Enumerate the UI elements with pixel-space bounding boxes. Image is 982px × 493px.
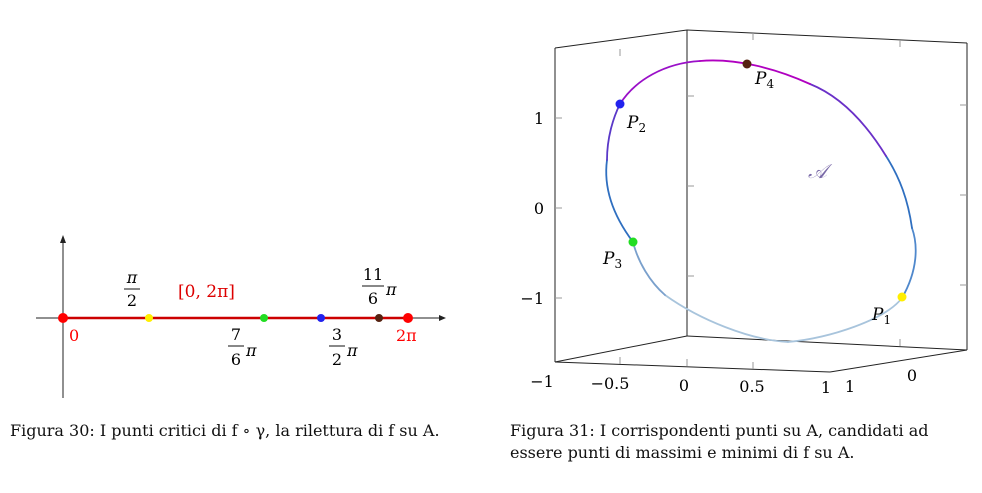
x-tick-neg1: −1 (530, 372, 554, 391)
label-three-halves-numerator: 3 (332, 325, 342, 344)
curve-segment-upper-right (809, 83, 887, 157)
curve-segment-bottom (664, 294, 789, 343)
x-tick-labels: −1 −0.5 0 0.5 1 (530, 372, 831, 397)
curve-segment-low-left (632, 241, 666, 296)
y-tick-0: 0 (907, 366, 917, 385)
point-p2-sub: 2 (638, 121, 646, 135)
point-p4-label: P4 (754, 69, 774, 91)
figure-31-caption: Figura 31: I corrispondenti punti su A, … (510, 421, 929, 462)
start-label: 0 (69, 326, 79, 345)
label-eleven-sixths: 11 6 π (362, 265, 397, 308)
tick-marks (555, 33, 967, 369)
y-tick-1: 1 (845, 377, 855, 396)
figure-31: P1 P2 P3 P4 𝒜 1 0 −1 −1 −0.5 0 0.5 1 1 0… (490, 0, 982, 493)
vertical-axis-arrow (60, 235, 66, 243)
surface-label: 𝒜 (808, 159, 833, 183)
label-seven-sixths-denominator: 6 (231, 350, 241, 369)
point-p1-label: P1 (871, 305, 891, 327)
point-p2-name: P (626, 113, 639, 133)
curve-segment-low-right (901, 227, 917, 299)
interval-label: [0, 2π] (178, 282, 235, 302)
end-label: 2π (396, 326, 417, 345)
z-tick-1: 1 (534, 109, 544, 128)
y-tick-labels: 1 0 (845, 366, 917, 396)
point-p3 (628, 237, 638, 247)
figure-30: 0 2π [0, 2π] π 2 7 6 π 3 2 π 11 6 π (0, 0, 490, 493)
curve-segment-mid-left (605, 159, 634, 243)
horizontal-axis-arrow (439, 315, 446, 321)
curve-segment-bottom-right (787, 297, 903, 343)
curve-segment-upper-left (606, 103, 621, 161)
label-pi-half: π 2 (124, 268, 140, 310)
z-tick-0: 0 (534, 199, 544, 218)
point-p2 (615, 99, 625, 109)
label-seven-sixths: 7 6 π (228, 325, 257, 369)
critical-points-line-diagram: 0 2π [0, 2π] π 2 7 6 π 3 2 π 11 6 π (36, 235, 446, 398)
point-p4-name: P (754, 69, 767, 89)
label-eleven-sixths-numerator: 11 (363, 265, 383, 284)
point-p4 (742, 59, 752, 69)
label-three-halves-denominator: 2 (332, 350, 342, 369)
critical-point-three-halves-pi (317, 314, 325, 322)
curve-segment-top-left (619, 60, 701, 105)
label-pi-half-numerator: π (126, 268, 138, 287)
critical-point-eleven-sixths-pi (375, 314, 383, 322)
curve-segment-top-right (699, 59, 811, 85)
point-p1-sub: 1 (883, 313, 891, 327)
box-frame (554, 29, 968, 373)
point-p3-sub: 3 (614, 257, 622, 271)
curve-segment-mid-right (885, 155, 913, 229)
point-labels: P1 P2 P3 P4 (602, 69, 891, 327)
label-eleven-sixths-pi: π (385, 280, 397, 299)
point-p3-label: P3 (602, 249, 622, 271)
critical-point-seven-sixths-pi (260, 314, 268, 322)
x-tick-1: 1 (821, 378, 831, 397)
x-tick-neg0-5: −0.5 (591, 374, 630, 393)
point-p1 (897, 292, 907, 302)
x-tick-0: 0 (679, 376, 689, 395)
point-p3-name: P (602, 249, 615, 269)
label-eleven-sixths-denominator: 6 (368, 289, 378, 308)
end-point (403, 313, 413, 323)
label-three-halves: 3 2 π (329, 325, 358, 369)
point-p2-label: P2 (626, 113, 646, 135)
label-seven-sixths-pi: π (245, 341, 257, 360)
critical-point-pi-half (145, 314, 153, 322)
label-seven-sixths-numerator: 7 (231, 325, 241, 344)
point-p4-sub: 4 (766, 77, 774, 91)
point-p1-name: P (871, 305, 884, 325)
x-tick-0-5: 0.5 (739, 377, 764, 396)
figure-30-caption: Figura 30: I punti critici di f ∘ γ, la … (10, 421, 440, 440)
start-point (58, 313, 68, 323)
z-tick-labels: 1 0 −1 (520, 109, 544, 308)
label-pi-half-denominator: 2 (127, 291, 137, 310)
label-three-halves-pi: π (346, 341, 358, 360)
parametric-curve-3d-plot: P1 P2 P3 P4 𝒜 1 0 −1 −1 −0.5 0 0.5 1 1 0 (520, 29, 968, 397)
curve (605, 59, 917, 343)
z-tick-neg1: −1 (520, 289, 544, 308)
